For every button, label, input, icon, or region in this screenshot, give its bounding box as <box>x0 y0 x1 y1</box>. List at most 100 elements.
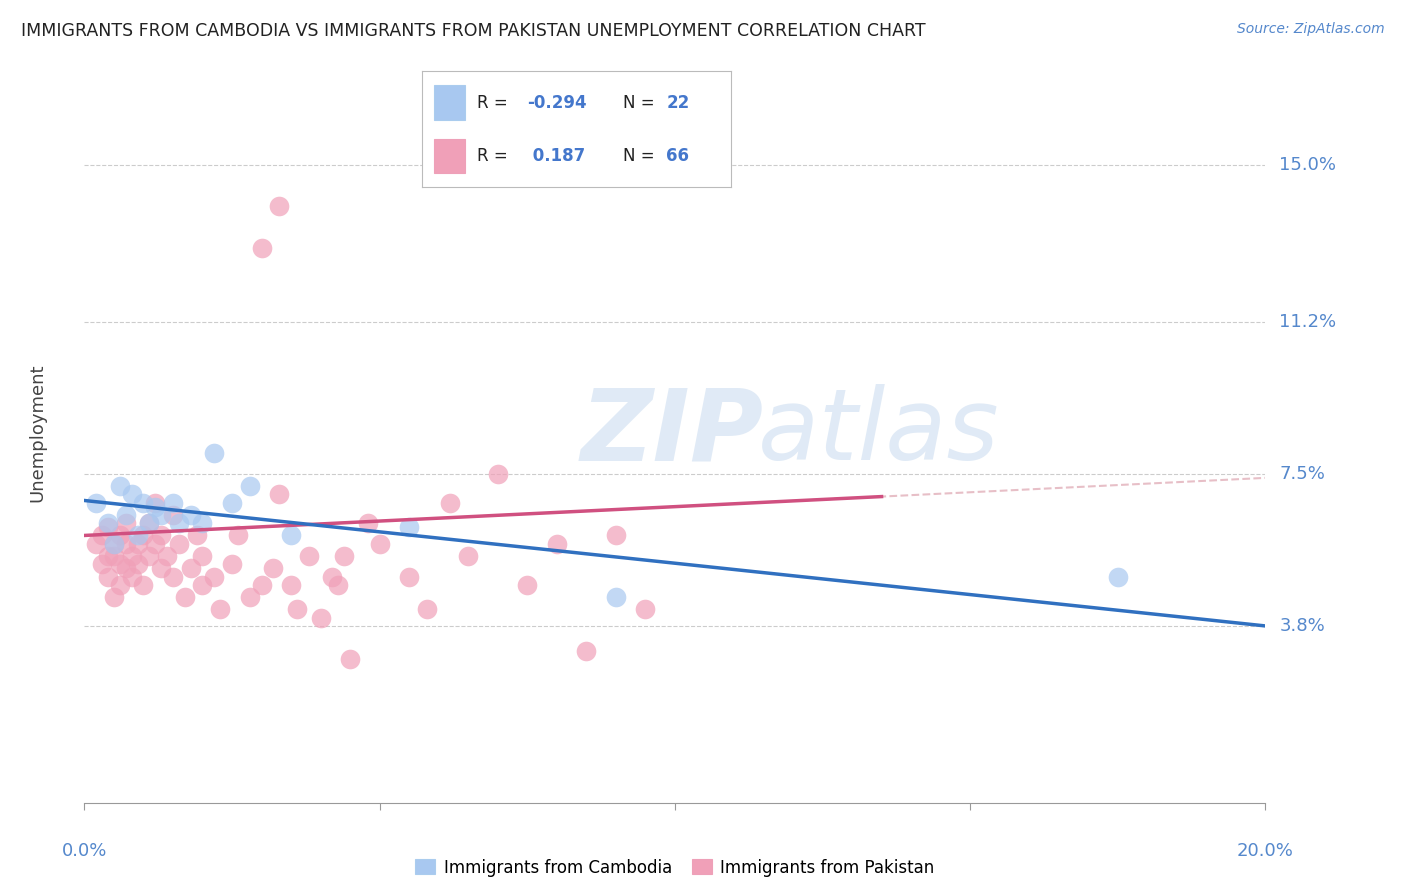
Point <box>108 558 131 572</box>
Point <box>191 516 214 530</box>
Point <box>143 536 166 550</box>
Point <box>156 549 179 563</box>
Point <box>138 549 160 563</box>
Point <box>143 495 166 509</box>
Point <box>167 536 190 550</box>
Point <box>132 495 155 509</box>
Point <box>103 536 125 550</box>
Point <box>127 558 149 572</box>
Point <box>339 652 361 666</box>
Point <box>309 610 332 624</box>
Text: N =: N = <box>623 94 654 112</box>
Text: 0.187: 0.187 <box>527 147 585 165</box>
Text: IMMIGRANTS FROM CAMBODIA VS IMMIGRANTS FROM PAKISTAN UNEMPLOYMENT CORRELATION CH: IMMIGRANTS FROM CAMBODIA VS IMMIGRANTS F… <box>21 22 925 40</box>
Point <box>285 602 308 616</box>
Point <box>239 590 262 604</box>
Point <box>162 508 184 522</box>
Point <box>546 536 568 550</box>
Point <box>575 643 598 657</box>
Point <box>162 495 184 509</box>
Point <box>605 528 627 542</box>
Text: R =: R = <box>478 94 508 112</box>
Point <box>209 602 232 616</box>
Point <box>173 590 195 604</box>
Point <box>191 549 214 563</box>
Text: 11.2%: 11.2% <box>1279 312 1337 331</box>
Point <box>634 602 657 616</box>
Point <box>121 487 143 501</box>
Point <box>298 549 321 563</box>
Point <box>416 602 439 616</box>
Point <box>226 528 249 542</box>
Point <box>357 516 380 530</box>
Point <box>84 536 107 550</box>
Point <box>398 520 420 534</box>
Point <box>108 578 131 592</box>
Point <box>180 561 202 575</box>
Point <box>1107 569 1129 583</box>
Text: 22: 22 <box>666 94 689 112</box>
Point <box>84 495 107 509</box>
Point <box>398 569 420 583</box>
Text: ZIP: ZIP <box>581 384 763 481</box>
Point <box>132 578 155 592</box>
Point <box>127 528 149 542</box>
Point <box>439 495 461 509</box>
Point <box>150 508 173 522</box>
Point <box>121 549 143 563</box>
Point <box>269 487 291 501</box>
Point <box>250 578 273 592</box>
Point <box>202 569 225 583</box>
Point <box>150 528 173 542</box>
Point <box>269 199 291 213</box>
Point <box>121 569 143 583</box>
Point <box>103 536 125 550</box>
Point <box>368 536 391 550</box>
Point <box>221 558 243 572</box>
Point <box>138 516 160 530</box>
Point <box>280 578 302 592</box>
Point <box>97 516 120 530</box>
Point <box>114 536 136 550</box>
Point <box>180 508 202 522</box>
Point <box>91 528 114 542</box>
Point <box>127 536 149 550</box>
Point <box>191 578 214 592</box>
Point <box>103 549 125 563</box>
Point <box>328 578 350 592</box>
Legend: Immigrants from Cambodia, Immigrants from Pakistan: Immigrants from Cambodia, Immigrants fro… <box>409 852 941 883</box>
Text: N =: N = <box>623 147 654 165</box>
Text: -0.294: -0.294 <box>527 94 586 112</box>
Text: 3.8%: 3.8% <box>1279 617 1324 635</box>
Text: atlas: atlas <box>758 384 1000 481</box>
Point <box>143 500 166 514</box>
Text: 20.0%: 20.0% <box>1237 842 1294 860</box>
Point <box>108 528 131 542</box>
Point <box>114 561 136 575</box>
Point <box>91 558 114 572</box>
Point <box>457 549 479 563</box>
Point <box>221 495 243 509</box>
FancyBboxPatch shape <box>434 138 465 173</box>
Point <box>162 569 184 583</box>
Point <box>97 569 120 583</box>
Text: 66: 66 <box>666 147 689 165</box>
Point <box>486 467 509 481</box>
Point <box>103 590 125 604</box>
Text: R =: R = <box>478 147 508 165</box>
Text: Source: ZipAtlas.com: Source: ZipAtlas.com <box>1237 22 1385 37</box>
Point <box>605 590 627 604</box>
Point <box>280 528 302 542</box>
Point <box>97 549 120 563</box>
Point <box>97 520 120 534</box>
Point <box>108 479 131 493</box>
Point <box>167 516 190 530</box>
Text: Unemployment: Unemployment <box>28 363 46 502</box>
Point <box>321 569 343 583</box>
Point <box>150 561 173 575</box>
Point <box>262 561 284 575</box>
Point <box>250 240 273 255</box>
Point <box>516 578 538 592</box>
Point <box>333 549 356 563</box>
Point <box>114 516 136 530</box>
